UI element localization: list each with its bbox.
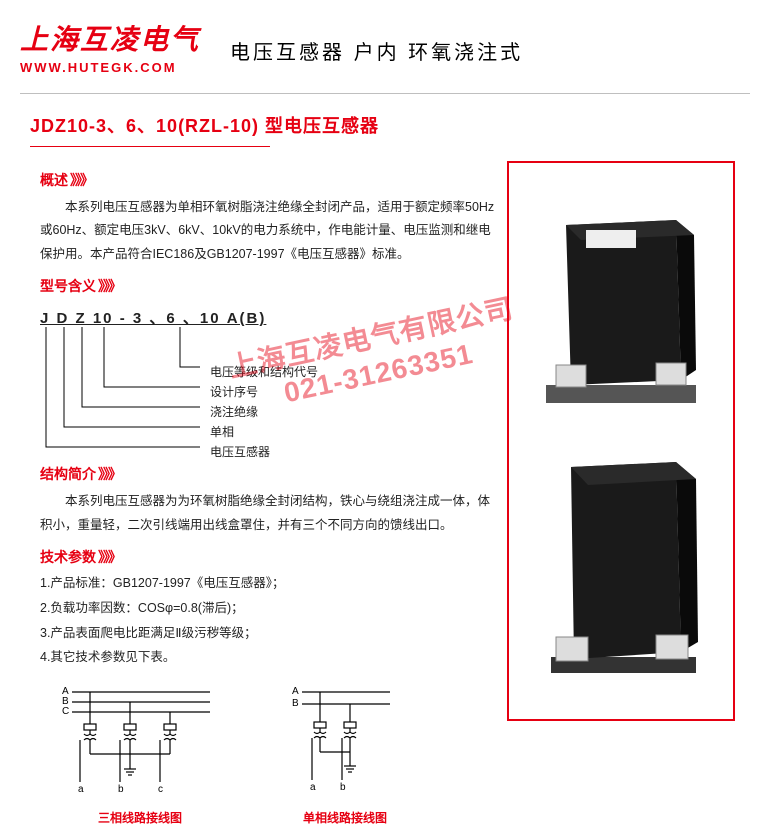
specs-heading-text: 技术参数 <box>40 549 96 565</box>
page-title: JDZ10-3、6、10(RZL-10) 型电压互感器 <box>0 94 770 146</box>
single-phase-wiring: A B <box>290 684 400 830</box>
three-phase-caption: 三相线路接线图 <box>60 807 220 830</box>
header-subtitle: 电压互感器 户内 环氧浇注式 <box>230 36 523 65</box>
arrows-icon: 》》》 <box>98 278 120 294</box>
model-lines-svg <box>40 327 340 455</box>
wiring-diagrams-row: A B C <box>40 684 497 830</box>
left-column: 概述》》》 本系列电压互感器为单相环氧树脂浇注绝缘全封闭产品，适用于额定频率50… <box>40 161 497 830</box>
three-phase-wiring: A B C <box>60 684 220 830</box>
spec-item: 4.其它技术参数见下表。 <box>40 646 497 670</box>
overview-heading-text: 概述 <box>40 172 68 188</box>
spec-item: 2.负载功率因数：COSφ=0.8(滞后)； <box>40 597 497 621</box>
svg-text:b: b <box>118 784 124 794</box>
logo-text-cn: 上海互凌电气 <box>20 18 200 58</box>
arrows-icon: 》》》 <box>98 549 120 565</box>
svg-text:a: a <box>78 784 84 794</box>
model-heading: 型号含义》》》 <box>40 273 497 300</box>
model-code-diagram: J D Z 10 - 3 、6 、10 A(B) 电压等级和结构代号 设计序号 … <box>40 305 497 455</box>
svg-text:A: A <box>292 686 299 697</box>
model-label-1: 电压互感器 <box>210 441 270 464</box>
spec-item: 1.产品标准：GB1207-1997《电压互感器》； <box>40 572 497 596</box>
single-phase-caption: 单相线路接线图 <box>290 807 400 830</box>
specs-heading: 技术参数》》》 <box>40 544 497 571</box>
three-phase-svg: A B C <box>60 684 220 794</box>
structure-heading: 结构简介》》》 <box>40 461 497 488</box>
product-image-bottom <box>526 447 716 687</box>
logo-block: 上海互凌电气 WWW.HUTEGK.COM <box>20 18 200 75</box>
single-phase-svg: A B <box>290 684 400 794</box>
svg-text:b: b <box>340 782 346 793</box>
content-area: 概述》》》 本系列电压互感器为单相环氧树脂浇注绝缘全封闭产品，适用于额定频率50… <box>0 147 770 830</box>
product-image-frame <box>507 161 735 721</box>
svg-text:c: c <box>158 784 163 794</box>
svg-text:B: B <box>292 698 299 709</box>
svg-text:C: C <box>62 706 69 717</box>
logo-text-url: WWW.HUTEGK.COM <box>20 60 200 75</box>
page-header: 上海互凌电气 WWW.HUTEGK.COM 电压互感器 户内 环氧浇注式 <box>0 0 770 85</box>
model-heading-text: 型号含义 <box>40 278 96 294</box>
overview-heading: 概述》》》 <box>40 167 497 194</box>
svg-text:a: a <box>310 782 316 793</box>
arrows-icon: 》》》 <box>98 466 120 482</box>
structure-body: 本系列电压互感器为为环氧树脂绝缘全封闭结构，铁心与绕组浇注成一体，体积小，重量轻… <box>40 490 497 538</box>
structure-heading-text: 结构简介 <box>40 466 96 482</box>
product-image-top <box>526 195 716 415</box>
overview-body: 本系列电压互感器为单相环氧树脂浇注绝缘全封闭产品，适用于额定频率50Hz或60H… <box>40 196 497 267</box>
arrows-icon: 》》》 <box>70 172 92 188</box>
spec-item: 3.产品表面爬电比距满足Ⅱ级污秽等级； <box>40 622 497 646</box>
spec-list: 1.产品标准：GB1207-1997《电压互感器》； 2.负载功率因数：COSφ… <box>40 572 497 670</box>
right-column <box>507 161 750 830</box>
